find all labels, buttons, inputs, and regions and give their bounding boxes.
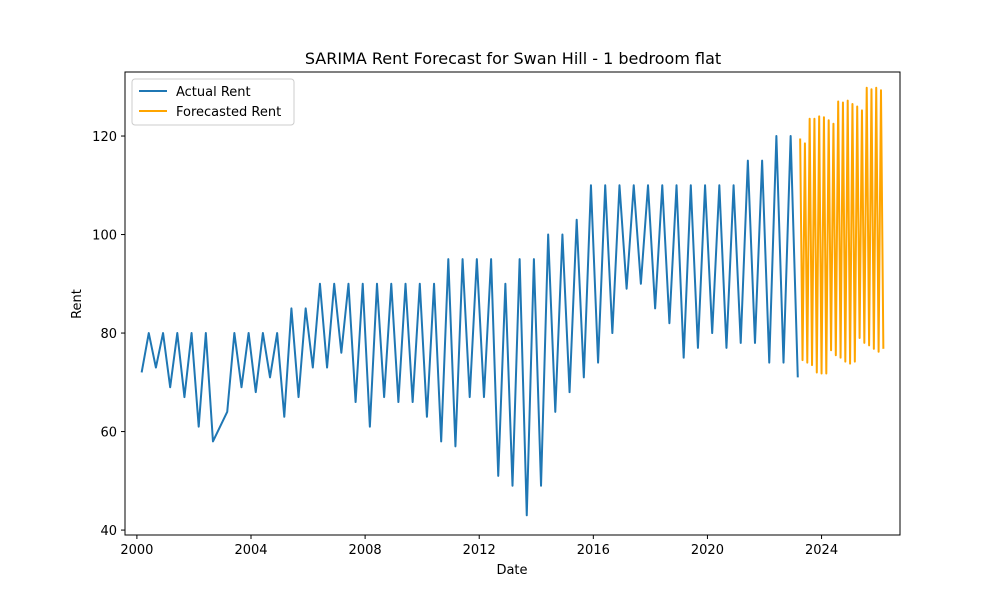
x-tick-label: 2008 bbox=[349, 543, 382, 558]
legend-label-forecasted-rent: Forecasted Rent bbox=[176, 105, 281, 120]
series-line-actual-rent bbox=[140, 135, 799, 517]
y-tick-label: 60 bbox=[100, 426, 117, 441]
x-tick-label: 2020 bbox=[691, 543, 724, 558]
y-tick-label: 40 bbox=[100, 524, 117, 539]
chart-title: SARIMA Rent Forecast for Swan Hill - 1 b… bbox=[305, 49, 721, 68]
x-tick-label: 2000 bbox=[120, 543, 153, 558]
legend-label-actual-rent: Actual Rent bbox=[176, 85, 251, 100]
x-axis-label: Date bbox=[496, 563, 527, 578]
y-tick-label: 80 bbox=[100, 327, 117, 342]
x-tick-label: 2012 bbox=[463, 543, 496, 558]
legend: Actual Rent Forecasted Rent bbox=[131, 78, 295, 126]
y-axis: 40 60 80 100 120 bbox=[92, 130, 125, 539]
y-tick-label: 120 bbox=[92, 130, 117, 145]
y-axis-label: Rent bbox=[70, 289, 85, 319]
y-tick-label: 100 bbox=[92, 229, 117, 244]
x-axis: 2000 2004 2008 2012 2016 2020 2024 bbox=[120, 535, 838, 558]
plot-frame bbox=[124, 71, 901, 536]
series-line-forecasted-rent bbox=[799, 86, 885, 375]
x-tick-label: 2016 bbox=[577, 543, 610, 558]
legend-box bbox=[131, 78, 295, 126]
plot-area bbox=[140, 86, 885, 517]
x-tick-label: 2024 bbox=[805, 543, 838, 558]
x-tick-label: 2004 bbox=[234, 543, 267, 558]
